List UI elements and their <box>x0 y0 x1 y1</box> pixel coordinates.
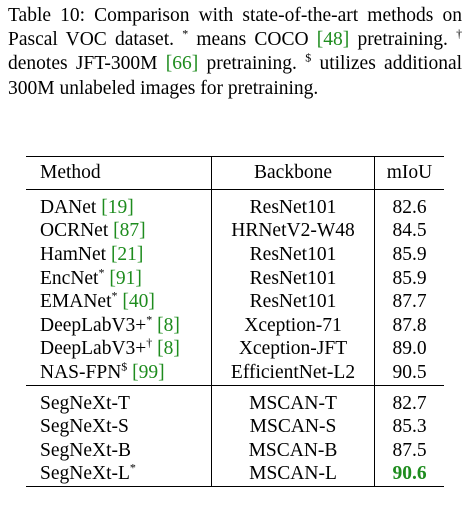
method-name: DeepLabV3+ <box>40 314 147 336</box>
miou-cell: 87.7 <box>392 291 427 313</box>
table-row: OCRNet [87] HRNetV2-W48 84.5 <box>26 219 444 244</box>
miou-cell: 85.9 <box>392 243 427 265</box>
method-name: SegNeXt-S <box>40 416 129 438</box>
method-name: EncNet <box>40 267 99 289</box>
table-row: NAS-FPN$ [99] EfficientNet-L2 90.5 <box>26 359 444 386</box>
caption-lead: Comparison with state-of-the-art methods… <box>8 5 462 51</box>
note-mark: † <box>456 26 463 41</box>
note-mark: $ <box>305 50 312 65</box>
miou-cell: 87.5 <box>392 439 427 461</box>
method-cell: SegNeXt-B <box>26 439 212 463</box>
method-name: DANet <box>40 196 97 218</box>
method-cell: NAS-FPN$ [99] <box>26 359 212 385</box>
header-cell: Method <box>26 156 212 190</box>
header-cell: Backbone <box>211 156 375 190</box>
method-mark: * <box>98 265 105 280</box>
method-name: NAS-FPN <box>40 361 122 383</box>
method-name: SegNeXt-T <box>40 392 130 414</box>
method-name: SegNeXt-B <box>40 439 131 461</box>
note-text: utilizes additional 300M unlabeled image… <box>8 53 463 99</box>
table-row: EMANet* [40] ResNet101 87.7 <box>26 290 444 314</box>
method-cell: SegNeXt-S <box>26 415 212 439</box>
note-mark: * <box>182 26 189 41</box>
method-name: OCRNet <box>40 220 109 242</box>
miou-cell: 90.6 <box>374 462 444 488</box>
citation: [40] <box>122 291 155 313</box>
table-row: SegNeXt-L* MSCAN-L 90.6 <box>26 460 444 488</box>
citation: [21] <box>110 243 144 265</box>
caption: Table 10: Comparison with state-of-the-a… <box>8 4 462 101</box>
miou-cell: 87.8 <box>392 314 427 336</box>
citation: [8] <box>157 314 180 336</box>
miou-cell: 85.9 <box>392 267 427 289</box>
method-name: SegNeXt-L <box>40 463 130 485</box>
backbone-cell: MSCAN-L <box>211 462 375 488</box>
note-text: pretraining. <box>357 29 448 51</box>
note-text: means COCO <box>196 29 309 51</box>
citation: [99] <box>132 361 165 383</box>
table-row: HamNet [21] ResNet101 85.9 <box>26 243 444 267</box>
method-mark: * <box>111 288 118 303</box>
citation: [87] <box>113 220 146 242</box>
miou-cell: 82.7 <box>374 384 444 416</box>
method-name: HamNet <box>40 243 107 265</box>
table-row: DeepLabV3+* [8] Xception-71 87.8 <box>26 312 444 338</box>
method-mark: $ <box>121 359 128 374</box>
backbone-cell: Xception-71 <box>211 313 375 338</box>
citation: [48] <box>316 29 350 51</box>
header-row: Method Backbone mIoU <box>26 156 444 190</box>
backbone-cell: MSCAN-S <box>211 415 375 439</box>
table-row: EncNet* [91] ResNet101 85.9 <box>26 265 444 291</box>
backbone-cell: MSCAN-T <box>211 384 375 416</box>
backbone-cell: ResNet101 <box>211 243 375 267</box>
miou-cell: 90.5 <box>392 361 427 383</box>
backbone-cell: ResNet101 <box>211 188 375 220</box>
table-row: DANet [19] ResNet101 82.6 <box>26 188 444 220</box>
results-table: Method Backbone mIoU DANet [19] ResNet101 82.… <box>26 156 444 488</box>
backbone-cell: ResNet101 <box>211 290 375 314</box>
citation: [19] <box>101 196 134 218</box>
table-row: SegNeXt-S MSCAN-S 85.3 <box>26 415 444 439</box>
citation: [8] <box>157 338 180 360</box>
table-row: DeepLabV3+† [8] Xception-JFT 89.0 <box>26 335 444 362</box>
method-mark: * <box>146 312 153 327</box>
method-cell: SegNeXt-L* <box>26 460 212 488</box>
method-cell: DANet [19] <box>26 188 212 220</box>
method-mark: * <box>129 460 136 475</box>
note-text: denotes JFT-300M <box>8 53 158 75</box>
method-cell: OCRNet [87] <box>26 220 212 244</box>
backbone-cell: MSCAN-B <box>211 438 375 463</box>
method-mark: † <box>146 335 153 350</box>
method-cell: EMANet* [40] <box>26 290 212 314</box>
method-cell: HamNet [21] <box>26 243 212 267</box>
miou-cell: 84.5 <box>392 220 427 242</box>
note-text: pretraining. <box>206 53 297 75</box>
miou-cell: 85.3 <box>392 416 427 438</box>
caption-label: Table 10: <box>8 5 86 26</box>
miou-cell: 82.6 <box>374 188 444 220</box>
method-name: DeepLabV3+ <box>40 338 147 360</box>
citation: [66] <box>165 53 199 75</box>
method-cell: SegNeXt-T <box>26 384 212 416</box>
citation: [91] <box>109 267 142 289</box>
method-cell: EncNet* [91] <box>26 265 212 291</box>
method-cell: DeepLabV3+† [8] <box>26 335 212 362</box>
table-row: SegNeXt-T MSCAN-T 82.7 <box>26 384 444 416</box>
method-cell: DeepLabV3+* [8] <box>26 312 212 338</box>
table-row: SegNeXt-B MSCAN-B 87.5 <box>26 438 444 463</box>
miou-cell: 89.0 <box>392 338 427 360</box>
backbone-cell: HRNetV2-W48 <box>211 219 375 244</box>
header-cell: mIoU <box>374 156 444 190</box>
backbone-cell: EfficientNet-L2 <box>211 361 375 386</box>
backbone-cell: Xception-JFT <box>211 337 375 362</box>
method-name: EMANet <box>40 291 112 313</box>
backbone-cell: ResNet101 <box>211 266 375 291</box>
